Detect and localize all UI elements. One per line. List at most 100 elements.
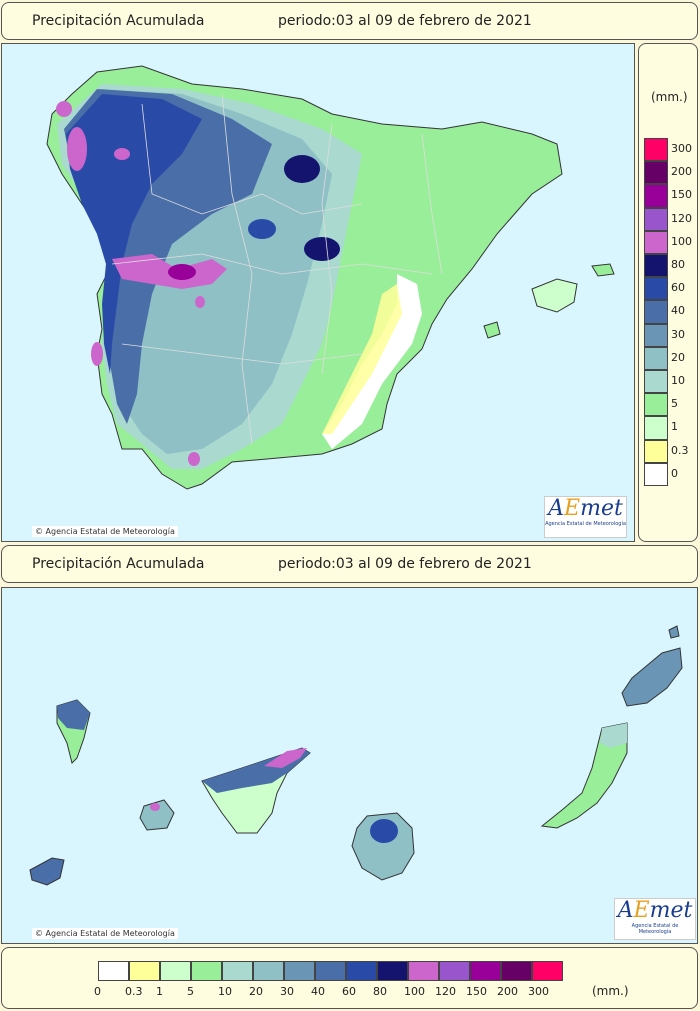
legend-swatch-10 [644,370,668,394]
burgos-80mm [284,155,320,183]
legend-label-5: 5 [671,397,678,411]
central-80mm [304,237,340,261]
vertical-legend: (mm.) 300 200 150 120 100 80 60 40 30 20 10 5 1 0.3 0 [638,43,698,542]
lanzarote [621,647,683,707]
legend-swatch-150 [470,961,501,981]
fuerteventura-10mm [600,723,627,748]
menorca [591,263,615,277]
legend-swatch-0 [644,462,668,486]
legend-label-20: 20 [671,350,685,364]
legend-label-10: 10 [218,985,232,998]
province-borders [111,93,443,445]
gran-canaria [351,812,415,881]
segovia-60mm [248,219,276,239]
ibiza [483,321,501,339]
legend-swatch-60 [644,277,668,301]
legend-units: (mm.) [592,984,629,998]
legend-swatch-0.3 [644,439,668,463]
map-title: Precipitación Acumulada [32,13,205,29]
aemet-logo-word: AEmet [617,898,693,923]
legend-swatch-0.3 [129,961,160,981]
tenerife-100mm [264,748,307,768]
la-graciosa [668,625,680,639]
legend-swatch-40 [315,961,346,981]
peninsula-map: © Agencia Estatal de Meteorología AEmet … [1,43,635,542]
map-title: Precipitación Acumulada [32,556,205,572]
copyright-notice: © Agencia Estatal de Meteorología [32,928,178,939]
legend-swatch-30 [644,323,668,347]
aemet-logo-subtitle: Agencia Estatal de Meteorología [631,923,679,935]
portugal-100mm [91,342,103,366]
legend-label-0: 0 [671,466,678,480]
legend-swatch-5 [191,961,222,981]
gran-canaria-60mm [370,819,398,843]
legend-swatch-150 [644,184,668,208]
cadiz-100mm [188,452,200,466]
legend-swatch-1 [160,961,191,981]
legend-label-200: 200 [497,985,518,998]
valencia-0.3mm [322,284,402,434]
legend-swatch-100 [408,961,439,981]
aemet-logo: AEmet Agencia Estatal de Meteorología [544,496,627,538]
canarias-precipitation-svg [29,625,683,886]
copyright-notice: © Agencia Estatal de Meteorología [32,526,178,537]
legend-swatch-1 [644,416,668,440]
canarias-map: © Agencia Estatal de Meteorología AEmet … [1,587,698,944]
galicia-100mm [67,127,87,171]
el-hierro [29,857,65,886]
legend-label-100: 100 [671,234,692,248]
copyright-text: Agencia Estatal de Meteorología [45,527,175,536]
legend-units: (mm.) [651,90,688,104]
legend-swatch-20 [644,346,668,370]
legend-label-80: 80 [373,985,387,998]
peninsula-precipitation-svg [46,65,615,490]
legend-label-0.3: 0.3 [671,443,689,457]
la-gomera-100mm [150,803,160,811]
map-title-bar-canarias: Precipitación Acumulada periodo:03 al 09… [1,545,698,583]
west-60mm [66,94,202,374]
legend-label-20: 20 [249,985,263,998]
legend-label-30: 30 [671,327,685,341]
aemet-logo-word: AEmet [548,496,623,521]
la-palma-40mm [57,700,90,730]
galicia-north-100mm [56,101,72,117]
legend-label-10: 10 [671,374,685,387]
map-period: periodo:03 al 09 de febrero de 2021 [278,13,532,29]
legend-label-80: 80 [671,258,685,271]
legend-label-150: 150 [466,985,487,998]
legend-label-1: 1 [671,420,678,434]
caceres-150mm [168,264,196,280]
legend-label-120: 120 [671,211,692,225]
map-period: periodo:03 al 09 de febrero de 2021 [278,556,532,572]
legend-swatch-300 [532,961,563,981]
legend-label-5: 5 [187,985,194,998]
legend-swatch-5 [644,393,668,417]
legend-label-120: 120 [435,985,456,998]
legend-label-200: 200 [671,165,692,179]
legend-label-150: 150 [671,188,692,202]
legend-swatch-40 [644,300,668,324]
legend-label-60: 60 [342,985,356,998]
legend-swatch-300 [644,138,668,162]
legend-swatch-200 [644,161,668,185]
legend-swatch-30 [284,961,315,981]
legend-label-0.3: 0.3 [125,985,143,998]
legend-swatch-10 [222,961,253,981]
aemet-logo: AEmet Agencia Estatal de Meteorología [614,898,696,940]
legend-label-30: 30 [280,985,294,998]
legend-label-1: 1 [156,985,163,998]
legend-label-40: 40 [311,985,325,998]
legend-swatch-0 [98,961,129,981]
legend-label-300: 300 [671,142,692,155]
legend-swatch-80 [644,254,668,278]
ourense-100mm [114,148,130,160]
map-title-bar-peninsula: Precipitación Acumulada periodo:03 al 09… [1,2,698,40]
mallorca [531,278,578,313]
legend-label-0: 0 [94,985,101,998]
legend-swatch-20 [253,961,284,981]
legend-swatch-120 [439,961,470,981]
legend-swatch-80 [377,961,408,981]
legend-swatch-100 [644,230,668,254]
badajoz-100mm [195,296,205,308]
horizontal-legend: 0 0.3 1 5 10 20 30 40 60 80 100 120 150 200 300 (mm.) [1,947,698,1009]
